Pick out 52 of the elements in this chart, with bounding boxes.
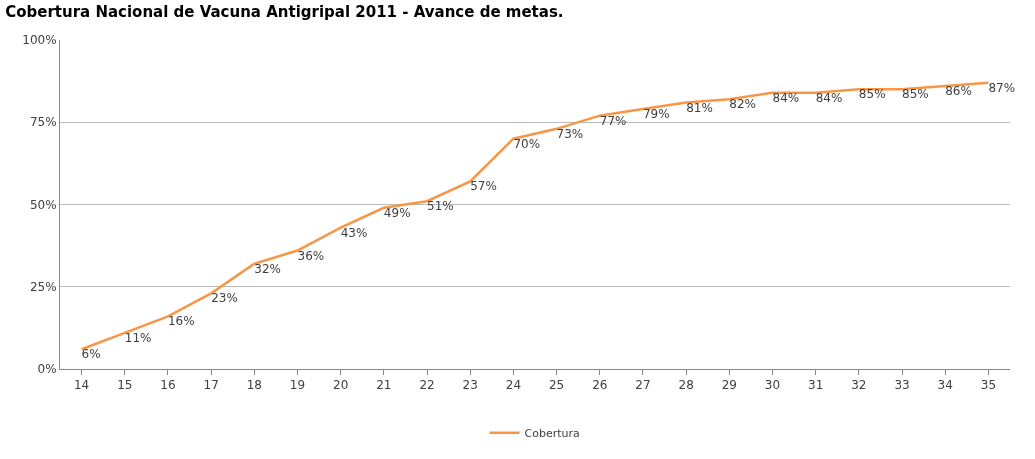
legend-label: Cobertura <box>524 427 580 441</box>
data-label: 16% <box>167 314 195 329</box>
data-label: 84% <box>815 90 843 105</box>
data-label: 6% <box>81 347 101 362</box>
x-tick-label: 16 <box>160 378 176 393</box>
data-label: 87% <box>988 80 1016 95</box>
line-series <box>80 81 990 351</box>
x-tick-label: 35 <box>980 378 997 393</box>
data-label: 81% <box>686 100 713 115</box>
x-tick-label: 23 <box>462 378 478 393</box>
data-label: 36% <box>297 248 325 263</box>
x-tick-label: 18 <box>246 378 262 393</box>
y-tick-label: 75% <box>29 115 57 130</box>
data-label: 49% <box>383 205 411 220</box>
data-label: 84% <box>772 90 800 105</box>
data-label: 85% <box>902 87 929 102</box>
x-tick-label: 19 <box>289 378 306 393</box>
x-tick-label: 21 <box>376 378 392 393</box>
x-tick-label: 26 <box>592 378 608 393</box>
x-tick-label: 24 <box>505 378 522 393</box>
x-tick-label: 31 <box>808 378 824 393</box>
x-tick-label: 29 <box>721 378 737 393</box>
data-label: 70% <box>513 136 541 151</box>
x-tick-label: 34 <box>937 378 953 393</box>
x-tick-label: 25 <box>548 378 565 393</box>
data-label: 57% <box>470 179 497 194</box>
data-label: 43% <box>340 225 368 240</box>
data-label: 11% <box>124 330 152 345</box>
y-tick-label: 50% <box>29 197 57 212</box>
y-tick-label: 0% <box>37 362 57 377</box>
y-tick-label: 25% <box>29 279 57 294</box>
data-label: 86% <box>945 84 972 99</box>
y-tick-label: 100% <box>22 33 57 48</box>
x-tick-label: 20 <box>333 378 349 393</box>
x-tick-label: 14 <box>73 378 90 393</box>
x-tick-label: 22 <box>419 378 435 393</box>
data-label: 23% <box>211 291 238 306</box>
x-tick-label: 27 <box>635 378 651 393</box>
x-tick-label: 17 <box>203 378 219 393</box>
x-tick-label: 28 <box>678 378 694 393</box>
x-tick-label: 33 <box>894 378 910 393</box>
data-label: 51% <box>427 199 454 214</box>
x-tick-label: 30 <box>764 378 781 393</box>
data-label: 32% <box>254 261 281 276</box>
data-label: 85% <box>858 87 886 102</box>
data-label: 79% <box>642 107 670 122</box>
x-tick-label: 15 <box>117 378 133 393</box>
chart-title: Cobertura Nacional de Vacuna Antigripal 2011 - Avance de metas. <box>5 3 564 22</box>
x-tick-label: 32 <box>851 378 867 393</box>
data-label: 77% <box>599 113 627 128</box>
data-label: 73% <box>556 126 584 141</box>
data-label: 82% <box>729 97 756 112</box>
